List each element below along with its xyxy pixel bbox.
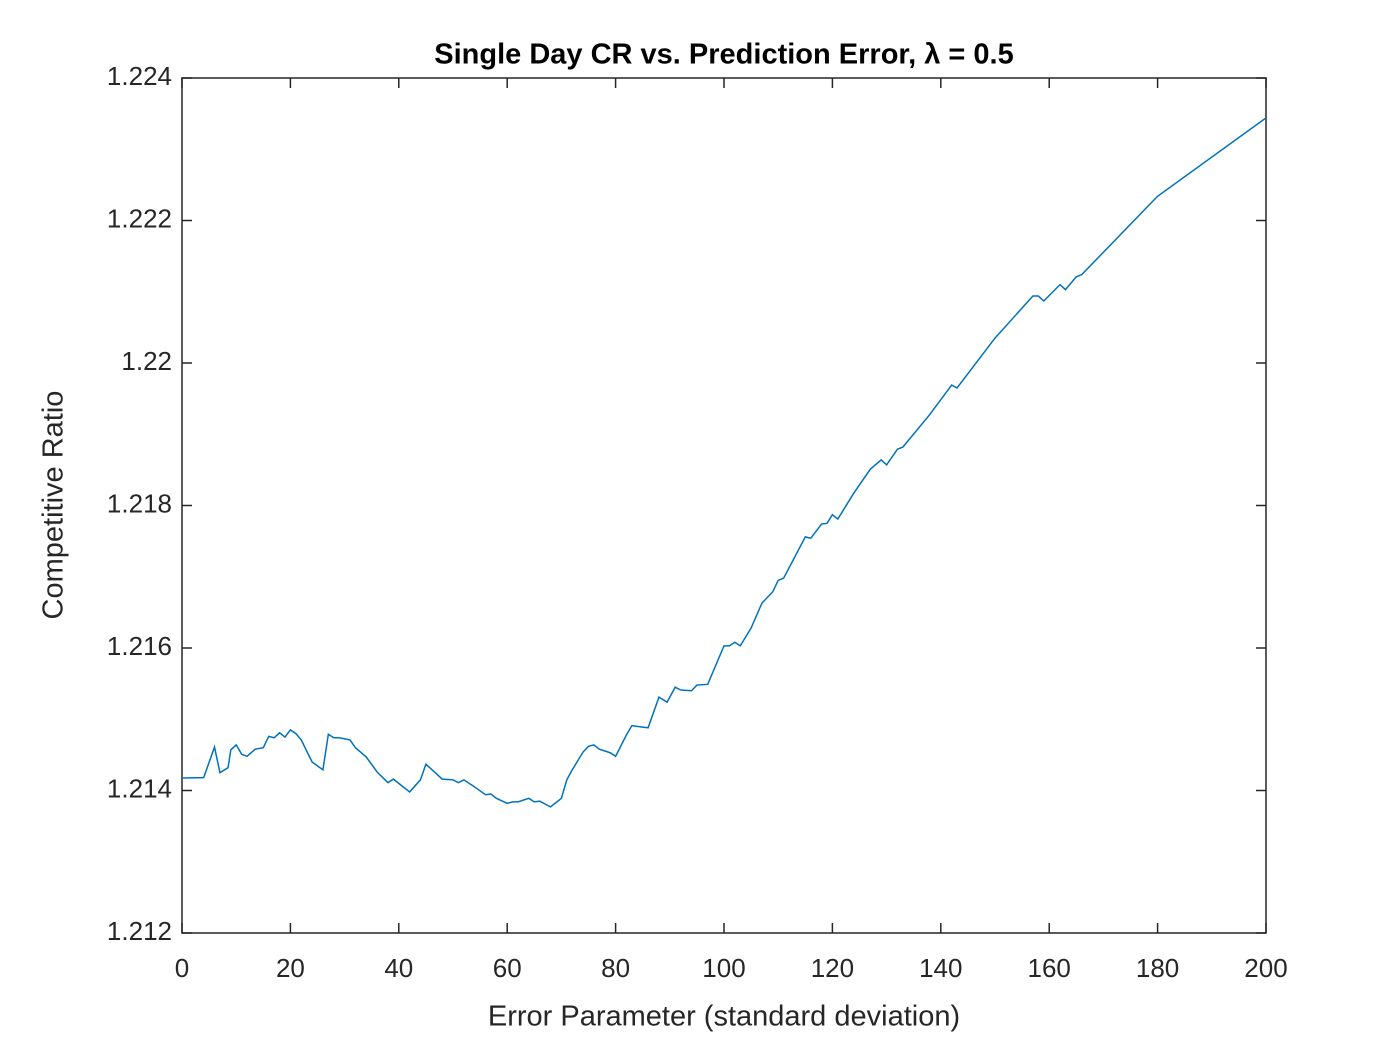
x-tick-label: 20 — [276, 953, 305, 983]
x-tick-label: 0 — [175, 953, 189, 983]
y-tick-label: 1.22 — [121, 346, 172, 376]
y-tick-label: 1.212 — [107, 916, 172, 946]
y-tick-label: 1.214 — [107, 773, 172, 803]
data-line — [181, 117, 1267, 808]
x-tick-label: 40 — [384, 953, 413, 983]
y-tick-label: 1.224 — [107, 61, 172, 91]
x-tick-label: 60 — [493, 953, 522, 983]
y-tick-label: 1.222 — [107, 203, 172, 233]
x-tick-label: 140 — [919, 953, 962, 983]
y-tick-label: 1.216 — [107, 631, 172, 661]
x-axis-label: Error Parameter (standard deviation) — [488, 1001, 960, 1033]
x-tick-label: 100 — [702, 953, 745, 983]
x-tick-label: 160 — [1028, 953, 1071, 983]
x-tick-label: 180 — [1136, 953, 1179, 983]
chart-title: Single Day CR vs. Prediction Error, λ = … — [434, 39, 1013, 71]
x-tick-label: 80 — [601, 953, 630, 983]
y-axis-label: Competitive Ratio — [38, 391, 70, 620]
x-tick-label: 120 — [811, 953, 854, 983]
y-tick-label: 1.218 — [107, 488, 172, 518]
x-tick-label: 200 — [1244, 953, 1287, 983]
